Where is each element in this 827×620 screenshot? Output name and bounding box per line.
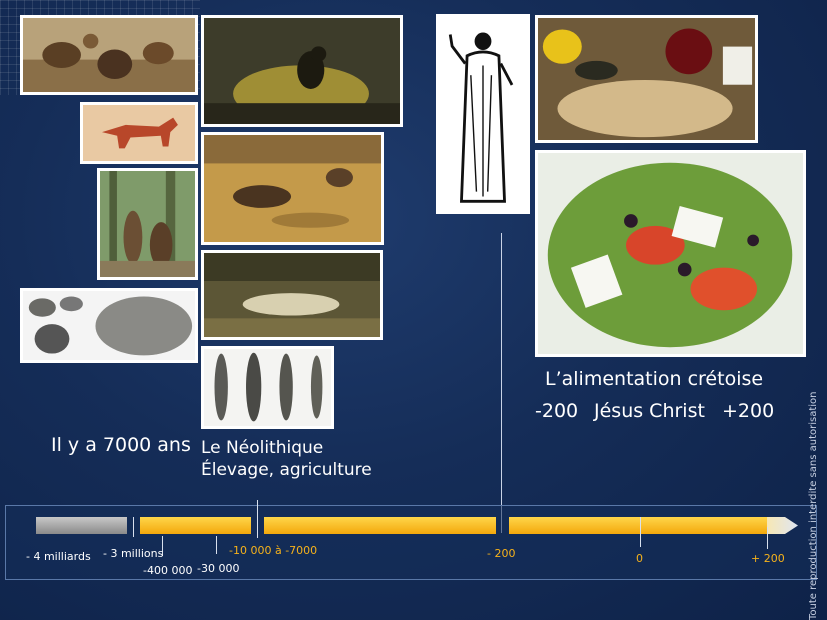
timeline-arrow-icon bbox=[767, 517, 798, 534]
caption-plus-200: +200 bbox=[722, 400, 775, 422]
timeline-label-zero: 0 bbox=[636, 552, 643, 565]
jesus-marker-line bbox=[501, 233, 502, 533]
caption-seven-thousand-years: Il y a 7000 ans bbox=[51, 434, 191, 456]
timeline-label-10000-7000: -10 000 à -7000 bbox=[229, 544, 318, 557]
copyright-notice: Toute reproduction interdite sans autori… bbox=[808, 391, 819, 620]
photo-field-workers bbox=[201, 132, 384, 245]
tick-400000 bbox=[162, 536, 163, 556]
photo-pottery bbox=[20, 288, 198, 363]
timeline-label-400000: -400 000 bbox=[143, 564, 193, 577]
tick-zero bbox=[640, 517, 641, 547]
timeline-label-plus-200: + 200 bbox=[751, 552, 785, 565]
timeline-segment-prehistory bbox=[140, 517, 251, 534]
tick-plus-200 bbox=[767, 527, 768, 549]
photo-harvest-sunset bbox=[201, 15, 403, 127]
photo-hunters-forest bbox=[97, 168, 198, 280]
photo-mediterranean-food bbox=[535, 15, 758, 143]
timeline-label-30000: -30 000 bbox=[197, 562, 240, 575]
timeline-segment-earth bbox=[36, 517, 127, 534]
tick-30000 bbox=[216, 536, 217, 554]
caption-livestock-agriculture: Élevage, agriculture bbox=[201, 460, 372, 480]
caption-neolithic: Le Néolithique bbox=[201, 438, 324, 458]
photo-greek-salad bbox=[535, 150, 806, 357]
photo-stone-tools bbox=[201, 346, 334, 429]
timeline-label-4-billion: - 4 milliards bbox=[26, 550, 91, 563]
tick-10000 bbox=[257, 500, 258, 538]
timeline-label-minus-200: - 200 bbox=[487, 547, 516, 560]
caption-jesus-christ: Jésus Christ bbox=[594, 400, 705, 422]
photo-jesus-drawing bbox=[436, 14, 530, 214]
timeline-segment-antiquity bbox=[509, 517, 769, 534]
caption-cretan-diet: L’alimentation crétoise bbox=[545, 368, 764, 390]
caption-minus-200: -200 bbox=[535, 400, 579, 422]
tick-3-million bbox=[133, 517, 134, 537]
photo-prehistoric-camp bbox=[20, 15, 198, 95]
timeline-segment-neolithic bbox=[264, 517, 496, 534]
photo-cave-painting bbox=[80, 102, 198, 164]
photo-sheep-painting bbox=[201, 250, 383, 340]
timeline-label-3-million: - 3 millions bbox=[103, 547, 164, 560]
